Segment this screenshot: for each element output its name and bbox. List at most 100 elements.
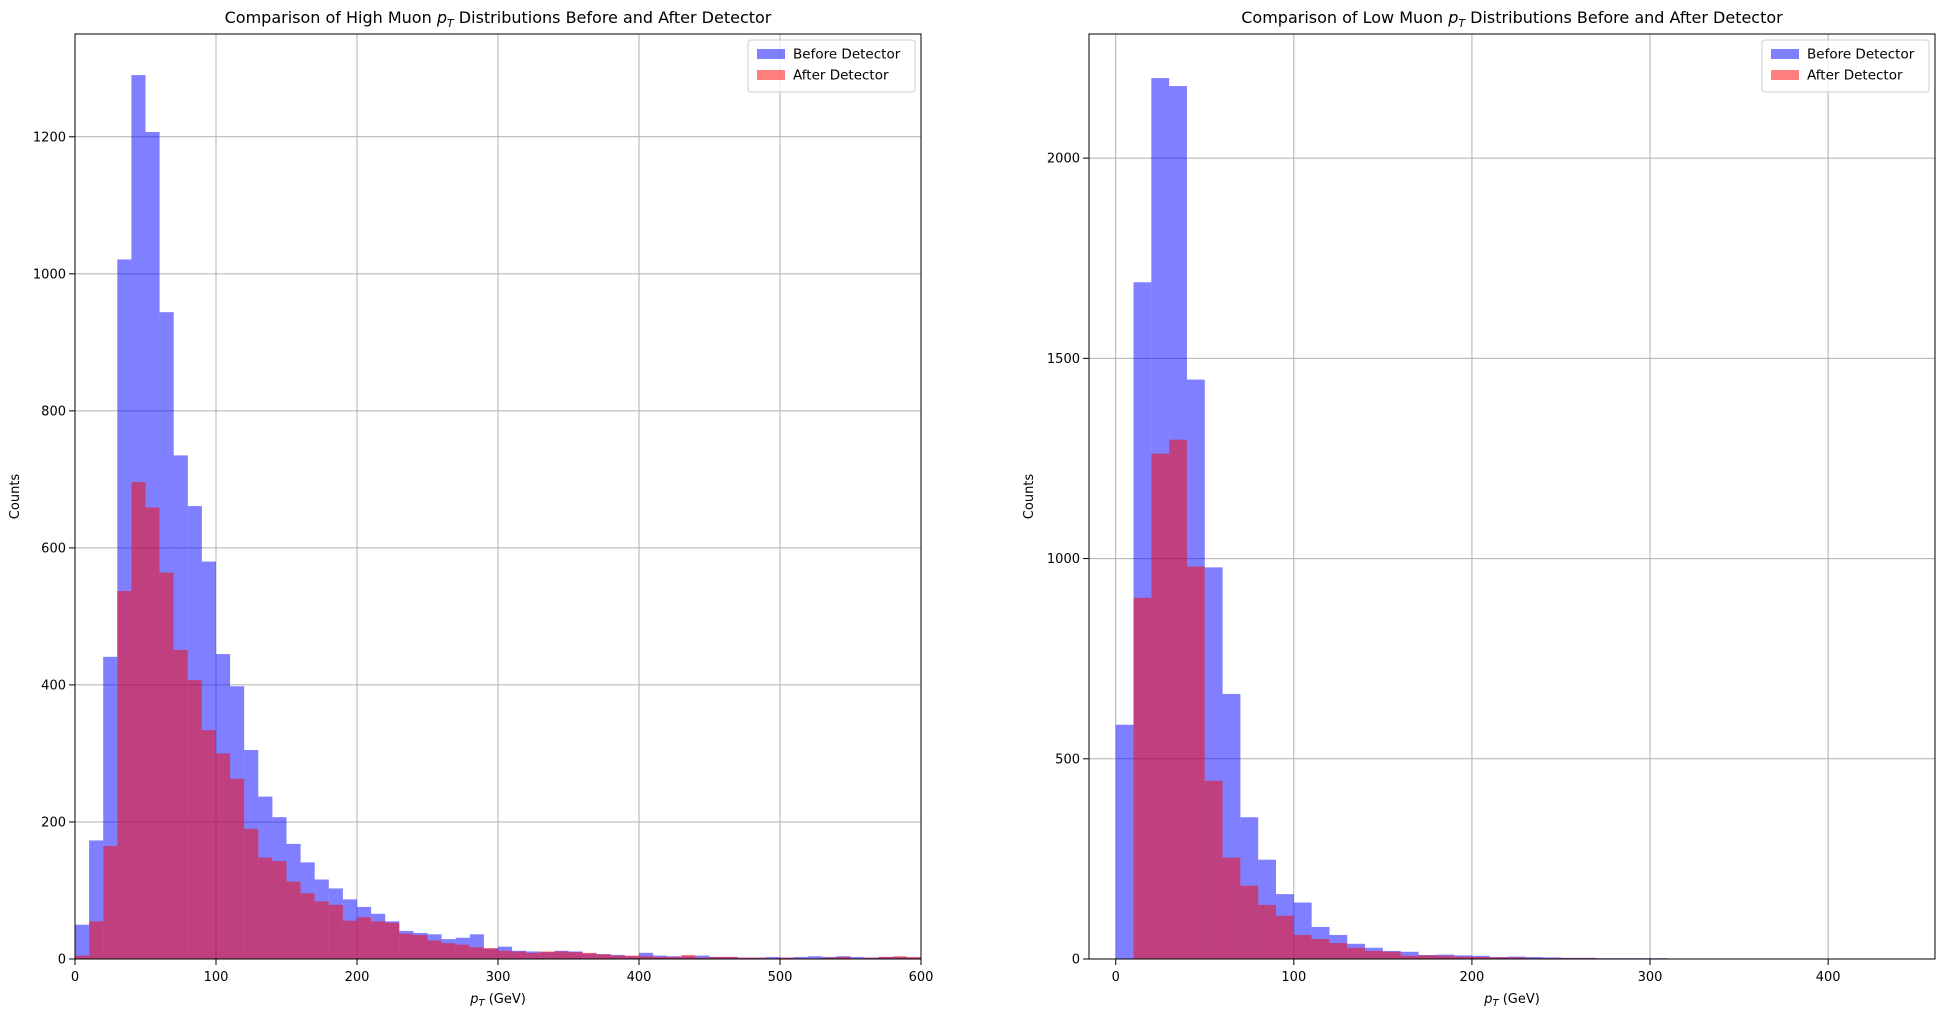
bar-after-detector	[681, 954, 696, 959]
y-tick-label: 1200	[33, 130, 66, 145]
bar-after-detector	[1169, 439, 1187, 959]
y-tick-label: 0	[58, 953, 66, 968]
title-subscript: T	[1458, 17, 1466, 30]
bar-after-detector	[1507, 957, 1526, 959]
title-text: Comparison of High Muon	[225, 8, 437, 27]
bar-after-detector	[639, 956, 654, 959]
xlabel-symbol: p	[469, 992, 478, 1007]
bar-after-detector	[624, 955, 639, 959]
bar-after-detector	[653, 956, 668, 959]
bar-after-detector	[455, 944, 470, 959]
bar-after-detector	[582, 952, 597, 959]
y-tick-label: 800	[41, 404, 66, 419]
bar-before-detector	[1525, 956, 1544, 959]
bar-after-detector	[709, 956, 724, 959]
bar-after-detector	[1151, 453, 1170, 959]
y-tick-label: 200	[41, 815, 66, 830]
bar-after-detector	[103, 845, 118, 959]
title-text: Distributions Before and After Detector	[1465, 8, 1783, 27]
bar-after-detector	[385, 922, 400, 959]
bar-after-detector	[667, 956, 682, 959]
bar-before-detector	[765, 956, 780, 959]
bar-after-detector	[610, 955, 625, 959]
bar-after-detector	[526, 952, 541, 959]
bar-after-detector	[780, 957, 795, 959]
y-tick-label: 400	[41, 678, 66, 693]
bar-after-detector	[1293, 934, 1312, 959]
bar-after-detector	[1400, 955, 1419, 959]
bar-after-detector	[1133, 597, 1152, 959]
bar-after-detector	[469, 947, 484, 959]
bar-after-detector	[596, 954, 611, 959]
bar-after-detector	[836, 956, 851, 959]
bar-after-detector	[822, 957, 837, 959]
legend: Before Detector After Detector	[747, 39, 916, 93]
legend-swatch-before	[757, 49, 785, 59]
bar-after-detector	[892, 956, 907, 959]
x-tick-label: 400	[1816, 970, 1841, 985]
xlabel-subscript: T	[1492, 998, 1499, 1009]
bar-after-detector	[1489, 957, 1508, 959]
legend-label-before: Before Detector	[1807, 47, 1915, 63]
bar-before-detector	[75, 924, 90, 959]
legend-swatch-before	[1771, 49, 1799, 59]
bar-after-detector	[751, 957, 766, 959]
x-tick-label: 600	[909, 970, 934, 985]
bar-before-detector	[1115, 724, 1134, 959]
y-tick-label: 1000	[1047, 552, 1080, 567]
bar-after-detector	[272, 861, 287, 959]
legend-label-before: Before Detector	[793, 47, 901, 63]
legend-label-after: After Detector	[1807, 68, 1903, 84]
bar-after-detector	[342, 920, 357, 959]
bar-after-detector	[75, 955, 90, 959]
x-tick-label: 100	[204, 970, 229, 985]
bar-after-detector	[244, 828, 259, 959]
bar-before-detector	[639, 952, 654, 959]
x-tick-label: 200	[345, 970, 370, 985]
bar-after-detector	[371, 921, 386, 959]
title-subscript: T	[447, 17, 455, 30]
chart-title: Comparison of Low Muon pT Distributions …	[1241, 8, 1783, 30]
bar-after-detector	[737, 957, 752, 959]
bars-group	[75, 75, 921, 959]
y-axis-label: Counts	[1022, 474, 1037, 520]
bar-after-detector	[1222, 857, 1241, 959]
xlabel-subscript: T	[478, 998, 485, 1009]
legend-swatch-after	[757, 70, 785, 80]
plot-frame	[1088, 33, 1936, 960]
high-muon-chart: 0 100 200 300 400 500 600 0 200 400 600 800 1000 1200…	[8, 8, 933, 1009]
y-tick-label: 2000	[1047, 152, 1080, 167]
x-tick-label: 400	[627, 970, 652, 985]
bar-after-detector	[187, 680, 202, 959]
bar-before-detector	[695, 955, 710, 959]
bar-after-detector	[173, 649, 188, 959]
bar-after-detector	[1329, 942, 1348, 959]
bar-after-detector	[258, 857, 273, 959]
bar-after-detector	[286, 881, 301, 959]
bar-after-detector	[399, 933, 414, 959]
bar-after-detector	[328, 904, 343, 959]
legend-label-after: After Detector	[793, 68, 889, 84]
x-tick-label: 100	[1281, 970, 1306, 985]
bar-after-detector	[540, 951, 555, 959]
xlabel-text: (GeV)	[1499, 992, 1540, 1007]
low-muon-chart: 0 100 200 300 400 0 500 1000 1500 2000 Comparison …	[1022, 8, 1936, 1009]
bar-after-detector	[159, 572, 174, 959]
bar-after-detector	[878, 956, 893, 959]
bar-after-detector	[1204, 780, 1223, 959]
x-tick-label: 300	[486, 970, 511, 985]
title-symbol: p	[1447, 8, 1458, 27]
bar-after-detector	[1258, 904, 1277, 959]
bar-after-detector	[1347, 947, 1366, 959]
bar-after-detector	[201, 730, 216, 959]
bar-after-detector	[314, 901, 329, 959]
title-text: Distributions Before and After Detector	[454, 8, 772, 27]
y-tick-label: 1000	[33, 267, 66, 282]
bar-after-detector	[568, 952, 583, 959]
chart-title: Comparison of High Muon pT Distributions…	[225, 8, 772, 30]
bar-after-detector	[357, 917, 372, 959]
legend-box	[747, 39, 916, 93]
title-text: Comparison of Low Muon	[1241, 8, 1448, 27]
bar-after-detector	[906, 956, 921, 959]
y-tick-label: 500	[1055, 752, 1080, 767]
